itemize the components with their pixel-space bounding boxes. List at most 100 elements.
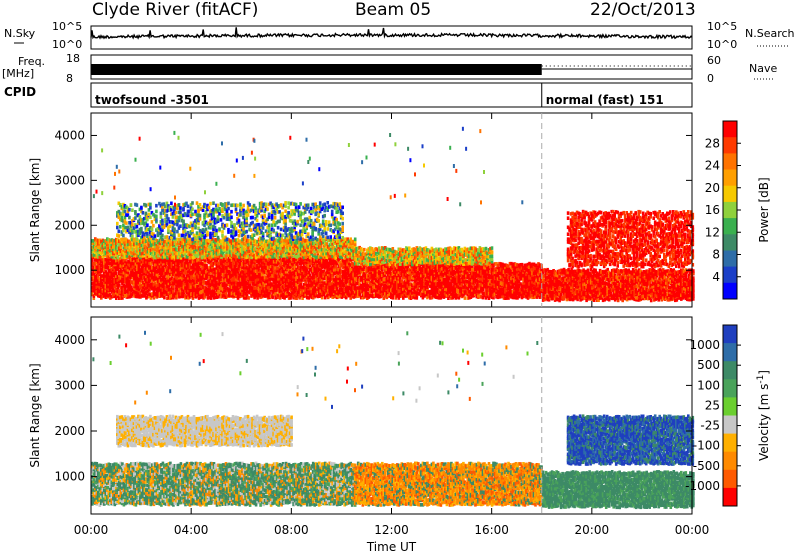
data-cell [152, 277, 156, 282]
data-cell [154, 269, 157, 273]
data-cell [122, 267, 126, 272]
data-cell [113, 259, 117, 263]
data-cell [160, 268, 163, 272]
data-cell [122, 278, 126, 283]
data-cell [175, 270, 178, 274]
data-cell [95, 265, 99, 270]
data-cell [176, 258, 180, 262]
data-cell [157, 291, 160, 296]
data-cell [196, 277, 199, 281]
data-cell [107, 284, 111, 289]
data-cell [133, 274, 136, 279]
data-cell [104, 292, 108, 297]
data-cell [167, 266, 171, 270]
data-cell [97, 259, 100, 264]
data-cell [172, 272, 175, 276]
data-cell [112, 259, 115, 263]
data-cell [184, 293, 187, 298]
data-cell [176, 293, 180, 298]
freq-tick-bottom: 8 [66, 72, 73, 85]
data-cell [119, 260, 123, 265]
cpid-segment-label: normal (fast) 151 [546, 93, 664, 107]
data-cell [98, 289, 102, 294]
data-cell [179, 269, 183, 273]
data-cell [136, 267, 139, 272]
data-cell [152, 223, 155, 228]
data-cell [101, 285, 105, 289]
data-cell [110, 271, 114, 276]
data-cell [133, 264, 136, 269]
data-cell [98, 269, 102, 274]
data-cell [190, 281, 193, 286]
data-cell [124, 280, 127, 284]
data-cell [107, 268, 111, 273]
data-cell [136, 291, 139, 296]
data-cell [181, 267, 184, 272]
data-cell [94, 281, 97, 285]
data-cell [184, 263, 187, 268]
data-cell [112, 273, 115, 278]
data-cell [172, 288, 175, 292]
data-cell [131, 270, 135, 274]
data-cell [161, 218, 164, 223]
data-cell [169, 256, 172, 261]
data-cell [194, 284, 198, 288]
data-cell [170, 201, 173, 206]
data-cell [137, 295, 141, 299]
data-cell [149, 283, 153, 287]
data-cell [140, 269, 144, 274]
data-cell [106, 280, 109, 284]
data-cell [137, 292, 141, 297]
data-cell [95, 280, 99, 284]
data-cell [127, 295, 130, 299]
data-cell [168, 224, 172, 229]
data-cell [184, 289, 187, 293]
data-cell [194, 295, 198, 299]
data-cell [185, 260, 189, 265]
data-cell [187, 286, 190, 290]
data-cell [98, 257, 102, 261]
data-cell [121, 261, 124, 266]
data-cell [112, 293, 115, 298]
data-cell [193, 266, 196, 270]
data-cell [117, 234, 121, 238]
data-cell [179, 288, 183, 293]
data-cell [188, 278, 192, 282]
data-cell [124, 276, 127, 280]
data-cell [136, 272, 139, 276]
data-cell [106, 263, 109, 268]
data-cell [136, 283, 139, 287]
data-cell [115, 276, 118, 281]
data-cell [167, 255, 171, 260]
data-cell [173, 277, 177, 281]
data-cell [158, 287, 162, 292]
data-cell [98, 279, 102, 284]
data-cell [106, 277, 109, 281]
data-cell [166, 282, 169, 287]
data-cell [92, 294, 96, 298]
data-cell [98, 267, 102, 272]
data-cell [140, 226, 143, 231]
data-cell [151, 269, 154, 273]
data-cell [139, 262, 142, 267]
data-cell [169, 287, 172, 292]
data-cell [142, 272, 145, 276]
data-cell [130, 280, 133, 284]
data-cell [106, 291, 109, 295]
data-cell [178, 288, 181, 293]
data-cell [103, 294, 106, 298]
data-cell [107, 271, 111, 275]
data-cell [140, 261, 144, 266]
data-cell [188, 295, 192, 299]
data-cell [179, 224, 182, 228]
data-cell [187, 296, 190, 300]
data-cell [131, 261, 135, 265]
data-cell [187, 262, 190, 266]
data-cell [133, 276, 136, 281]
data-cell [148, 261, 151, 265]
data-cell [118, 273, 121, 277]
data-cell [127, 270, 130, 275]
data-cell [178, 271, 181, 275]
data-cell [130, 285, 133, 289]
